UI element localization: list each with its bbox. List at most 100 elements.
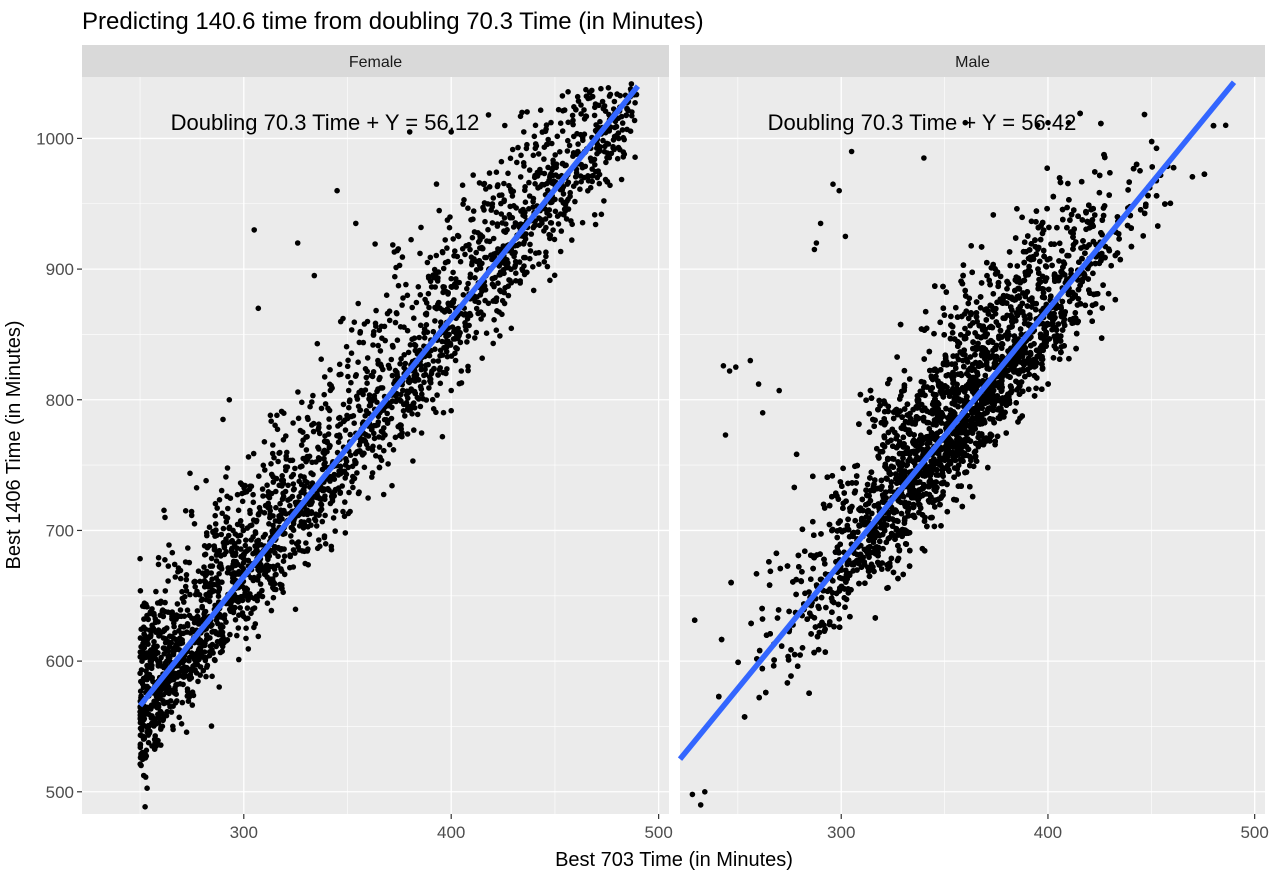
scatter-point [432,275,438,281]
scatter-point [385,417,391,424]
scatter-point [378,457,385,464]
scatter-point [469,234,476,241]
scatter-point [405,349,412,356]
scatter-point [404,292,411,299]
scatter-point [239,498,246,505]
scatter-point [197,578,203,585]
scatter-point [270,442,276,448]
scatter-point [437,380,444,387]
scatter-point [461,197,467,203]
scatter-point [347,508,353,515]
scatter-point [496,272,503,278]
scatter-point [588,158,595,164]
scatter-point [493,169,500,175]
scatter-point [143,753,150,759]
outlier-point [178,721,185,727]
scatter-point [290,481,297,487]
scatter-point [450,236,457,242]
scatter-point [166,542,172,548]
scatter-point [575,141,581,147]
outlier-point [294,240,301,246]
outlier-point [311,272,318,279]
scatter-point [344,363,351,370]
scatter-point [297,473,304,479]
outlier-point [162,514,168,521]
scatter-point [292,606,299,613]
scatter-point [548,119,554,126]
facet-panel-female: Female Doubling 70.3 Time + Y = 56.12 30… [82,45,673,842]
scatter-point [362,387,369,393]
scatter-point [536,222,543,229]
scatter-point [289,493,296,500]
scatter-point [456,380,463,387]
scatter-point [350,413,357,419]
scatter-point [618,113,625,120]
scatter-point [165,563,172,569]
scatter-point [470,216,476,222]
scatter-point [465,363,471,370]
scatter-point [551,236,558,243]
scatter-point [307,403,313,410]
scatter-point [518,152,524,159]
scatter-point [371,422,377,429]
scatter-point [251,574,257,581]
scatter-point [184,607,191,613]
scatter-point [411,372,418,379]
scatter-point [138,762,144,769]
scatter-point [221,542,227,549]
scatter-point [443,331,450,338]
scatter-point [570,117,576,124]
scatter-point [283,467,289,474]
scatter-point [567,193,573,200]
scatter-point [309,499,315,505]
scatter-point [273,586,279,593]
scatter-point [462,320,468,326]
scatter-point [608,150,615,157]
scatter-point [276,450,282,457]
scatter-point [232,617,239,623]
scatter-point [162,557,168,563]
scatter-point [230,561,236,567]
scatter-point [418,224,424,231]
scatter-point [432,304,438,311]
scatter-point [142,774,149,780]
scatter-point [276,482,283,489]
scatter-point [532,122,539,129]
scatter-point [224,515,231,521]
scatter-point [301,456,308,462]
scatter-point [573,180,579,186]
scatter-point [471,229,478,235]
scatter-point [246,546,253,552]
scatter-point [384,410,391,417]
scatter-point [137,588,144,594]
scatter-point [411,405,418,411]
scatter-point [460,292,467,298]
scatter-point [224,465,231,471]
scatter-point [378,428,385,435]
scatter-point [513,270,519,277]
scatter-point [598,85,604,92]
scatter-point [557,149,563,155]
scatter-point [245,557,252,564]
scatter-point [304,511,311,518]
scatter-point [304,433,310,440]
scatter-point [216,571,222,577]
scatter-point [536,215,542,221]
scatter-point [495,280,501,287]
scatter-point [290,420,296,426]
scatter-point [276,513,282,519]
scatter-point [202,640,208,646]
scatter-point [158,598,164,605]
scatter-point [465,280,471,287]
scatter-point [390,447,397,453]
scatter-point [195,621,202,627]
scatter-point [473,267,480,273]
scatter-point [259,486,266,492]
scatter-point [179,659,186,666]
scatter-point [505,292,512,299]
scatter-point [479,355,486,362]
scatter-point [170,650,177,656]
scatter-point [192,661,198,668]
scatter-point [212,657,218,664]
scatter-point [203,673,209,680]
